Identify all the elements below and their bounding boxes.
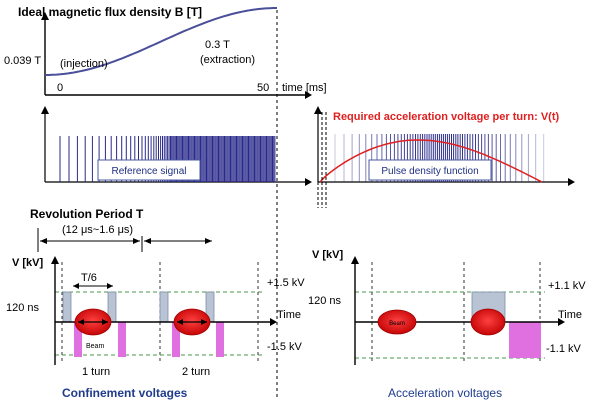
- acc-beam-2: [470, 308, 506, 336]
- pdf-value-arrow: [314, 106, 322, 114]
- t6-arrow-left: [73, 283, 79, 289]
- reference-signal-label: Reference signal: [111, 166, 186, 177]
- acceleration-voltage-curve: [319, 139, 543, 183]
- t6-arrow-right: [107, 283, 113, 289]
- conf-beam-1-arrow-right: [102, 319, 108, 325]
- injection-label: (injection): [60, 58, 108, 70]
- turn-2-label: 2 turn: [182, 366, 210, 378]
- period-arrow-1-right: [133, 238, 140, 244]
- period-arrow-2-right: [205, 238, 212, 244]
- pulse-density-box: [368, 159, 492, 181]
- acc-plus-label: +1.1 kV: [548, 280, 586, 292]
- acc-voltage-arrow: [351, 256, 359, 264]
- flux-density-curve: [45, 7, 277, 76]
- flux-density-plot: Ideal magnetic flux density B [T] 0.039 …: [4, 5, 327, 400]
- extraction-label: (extraction): [200, 54, 255, 66]
- conf-beam-1-arrow-left: [78, 319, 84, 325]
- acc-beam-1: [377, 309, 417, 335]
- conf-neg-pulse-2b: [216, 322, 224, 357]
- revolution-period: Revolution Period T (12 μs~1.6 μs): [30, 207, 212, 252]
- t6-label: T/6: [81, 272, 97, 284]
- end-field-label: 0.3 T: [205, 39, 230, 51]
- acceleration-panel: Beam V [kV] 120 ns +1.1 kV Time -1.1 kV …: [308, 249, 586, 400]
- acc-minus-label: -1.1 kV: [546, 343, 582, 355]
- acc-time-arrow: [558, 318, 565, 326]
- acc-v-axis-label: V [kV]: [312, 249, 344, 261]
- acc-time-label: Time: [558, 309, 582, 321]
- acc-neg-pulse: [509, 322, 541, 358]
- conf-beam-2-arrow-right: [201, 319, 207, 325]
- acc-width-label: 120 ns: [308, 295, 342, 307]
- ref-value-arrow: [41, 106, 49, 114]
- conf-minus-label: -1.5 kV: [267, 341, 303, 353]
- acc-beam-label: Beam: [389, 321, 405, 327]
- start-field-label: 0.039 T: [4, 55, 41, 67]
- conf-voltage-arrow: [51, 256, 59, 264]
- pulse-density-panel: Required acceleration voltage per turn: …: [314, 106, 575, 208]
- conf-v-axis-label: V [kV]: [12, 257, 44, 269]
- x-zero-label: 0: [57, 82, 63, 94]
- revolution-range: (12 μs~1.6 μs): [62, 224, 133, 236]
- conf-width-label: 120 ns: [6, 302, 40, 314]
- flux-title: Ideal magnetic flux density B [T]: [18, 5, 202, 19]
- x-fifty-label: 50: [257, 82, 269, 94]
- period-arrow-1-left: [40, 238, 47, 244]
- revolution-label: Revolution Period T: [30, 207, 144, 221]
- conf-time-label: Time: [277, 309, 301, 321]
- conf-beam-2-arrow-left: [177, 319, 183, 325]
- reference-pulse-train: [59, 136, 276, 182]
- period-arrow-2-left: [144, 238, 151, 244]
- field-axis-arrow: [41, 12, 49, 20]
- conf-neg-pulse-1b: [118, 322, 126, 357]
- reference-signal-panel: Reference signal: [41, 106, 312, 186]
- confinement-panel: T/6 V [kV] 120 ns +1.5 kV Time -1.5 kV B…: [6, 256, 305, 400]
- confinement-caption: Confinement voltages: [62, 386, 188, 400]
- time-axis-label: time [ms]: [282, 82, 327, 94]
- turn-1-label: 1 turn: [82, 366, 110, 378]
- ref-time-arrow: [305, 178, 312, 186]
- conf-pos-pulse-1a: [62, 291, 72, 323]
- acceleration-caption: Acceleration voltages: [388, 386, 502, 400]
- conf-time-arrow: [270, 318, 277, 326]
- conf-pos-pulse-2a: [159, 291, 169, 323]
- conf-plus-label: +1.5 kV: [267, 277, 305, 289]
- time-axis-arrow: [305, 91, 312, 99]
- voltage-title: Required acceleration voltage per turn: …: [333, 111, 559, 123]
- pulse-density-label: Pulse density function: [381, 166, 478, 177]
- conf-neg-pulse-1a: [74, 322, 82, 357]
- pdf-time-arrow: [568, 178, 575, 186]
- conf-neg-pulse-2a: [172, 322, 180, 357]
- conf-beam-label: Beam: [86, 343, 104, 350]
- reference-signal-box: [97, 159, 201, 181]
